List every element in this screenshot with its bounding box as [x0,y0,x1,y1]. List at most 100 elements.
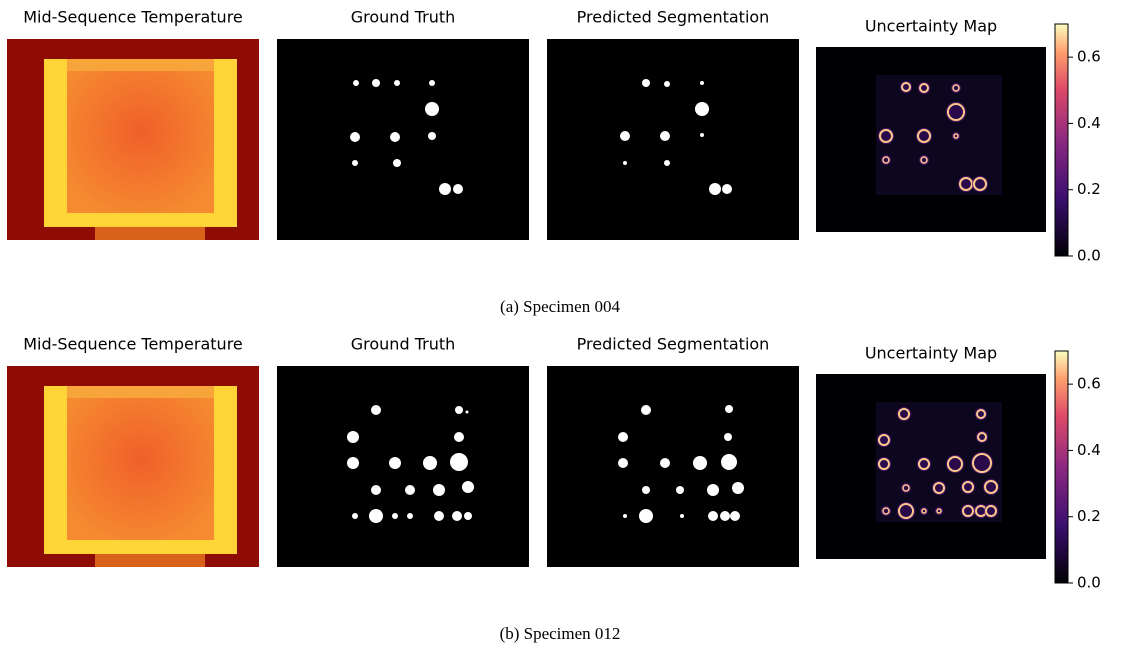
uncertainty-ring [902,83,910,91]
mask-blob [425,102,439,116]
mask-blob [353,80,359,86]
thermal-interior [67,66,214,213]
mask-blob [455,406,463,414]
colorbar-tick-label: 0.4 [1077,441,1101,459]
panel-title: Uncertainty Map [865,17,997,36]
mask-blob [732,482,744,494]
mask-blob [722,184,732,194]
uncertainty-ring [963,482,973,492]
colorbar-tick-label: 0.0 [1077,574,1101,592]
uncertainty-ring [953,85,959,91]
mask-blob [642,79,650,87]
mask-blob [660,458,670,468]
uncertainty-ring [883,508,889,514]
mask-image [547,39,799,240]
mask-blob [724,433,732,441]
mask-blob [660,131,670,141]
mask-blob [641,405,651,415]
mask-blob [389,457,401,469]
uncertainty-ring [883,157,889,163]
uncertainty-ring [963,506,973,516]
panel-title: Uncertainty Map [865,344,997,363]
mask-blob [707,484,719,496]
uncertainty-ring [899,504,913,518]
mask-blob [452,511,462,521]
uncertainty-ring [977,410,985,418]
page: {"rows": [ {"panels": ["Mid-Sequence Tem… [0,0,1121,649]
mask-blob [429,80,435,86]
uncertainty-ring [954,134,958,138]
uncertainty-ring [903,485,909,491]
mask-blob [700,133,704,137]
colorbar-tick-label: 0.2 [1077,180,1101,198]
uncertainty-ring [920,84,928,92]
mask-blob [664,81,670,87]
mask-blob [618,458,628,468]
mask-blob [639,509,653,523]
mask-blob [394,80,400,86]
mask-blob [623,161,627,165]
mask-blob [464,512,472,520]
mask-blob [462,481,474,493]
mask-blob [450,453,468,471]
uncertainty-ring [978,433,986,441]
mask-blob [676,486,684,494]
panel-title: Predicted Segmentation [577,335,770,354]
mask-blob [352,513,358,519]
mask-blob [390,132,400,142]
uncertainty-ring [973,454,991,472]
uncertainty-ring [960,178,972,190]
panel-title: Predicted Segmentation [577,8,770,27]
mask-blob [620,131,630,141]
panel-title: Ground Truth [351,335,456,354]
uncertainty-ring [974,178,986,190]
mask-image [277,366,529,567]
mask-blob [623,514,627,518]
caption: (a) Specimen 004 [500,297,620,316]
mask-blob [720,511,730,521]
figure: Mid-Sequence Temperature Ground Truth Pred… [0,0,1121,649]
mask-blob [453,184,463,194]
uncertainty-ring [879,459,889,469]
mask-blob [352,160,358,166]
mask-blob [695,102,709,116]
mask-blob [347,431,359,443]
panel-title: Ground Truth [351,8,456,27]
mask-blob [693,456,707,470]
mask-blob [423,456,437,470]
mask-blob [407,513,413,519]
mask-blob [371,405,381,415]
mask-blob [405,485,415,495]
uncertainty-ring [918,130,930,142]
uncertainty-ring [922,509,926,513]
uncertainty-ring [948,457,962,471]
mask-blob [392,513,398,519]
mask-blob [466,411,469,414]
mask-image [547,366,799,567]
mask-blob [428,132,436,140]
thermal-top [67,386,214,398]
mask-blob [664,160,670,166]
mask-blob [725,405,733,413]
thermal-interior [67,393,214,540]
mask-blob [680,514,684,518]
panel-title: Mid-Sequence Temperature [23,8,243,27]
mask-blob [709,183,721,195]
mask-blob [434,511,444,521]
colorbar-tick-label: 0.0 [1077,247,1101,265]
uncertainty-ring [919,459,929,469]
colorbar-tick-label: 0.6 [1077,48,1101,66]
uncertainty-ring [880,130,892,142]
mask-blob [721,454,737,470]
mask-blob [730,511,740,521]
thermal-top [67,59,214,71]
uncertainty-ring [948,104,964,120]
uncertainty-ring [899,409,909,419]
mask-blob [618,432,628,442]
uncertainty-ring [934,483,944,493]
uncertainty-ring [879,435,889,445]
mask-blob [439,183,451,195]
colorbar [1055,24,1068,256]
mask-blob [700,81,704,85]
mask-blob [393,159,401,167]
